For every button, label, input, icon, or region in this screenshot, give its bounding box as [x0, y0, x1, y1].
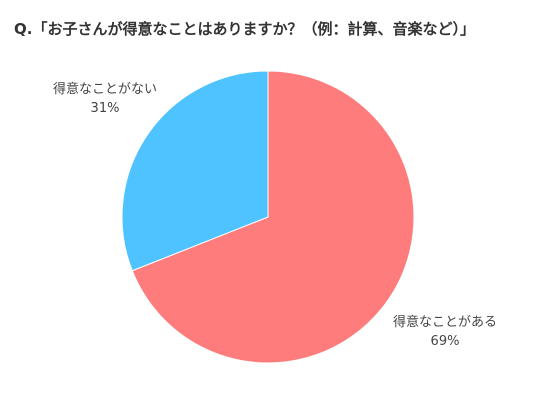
pie-slice-yes	[131, 70, 415, 364]
chart-title: Q.「お子さんが得意なことはありますか？（例：計算、音楽など）」	[14, 20, 475, 38]
slice-value-no: 31%	[90, 101, 120, 116]
slice-label-yes: 得意なことがある 69%	[370, 313, 520, 351]
slice-label-no: 得意なことがない 31%	[30, 80, 180, 118]
slice-value-yes: 69%	[430, 334, 460, 349]
slice-category-yes: 得意なことがある	[392, 315, 497, 330]
pie-slice-no	[121, 70, 269, 272]
slice-category-no: 得意なことがない	[52, 82, 157, 97]
